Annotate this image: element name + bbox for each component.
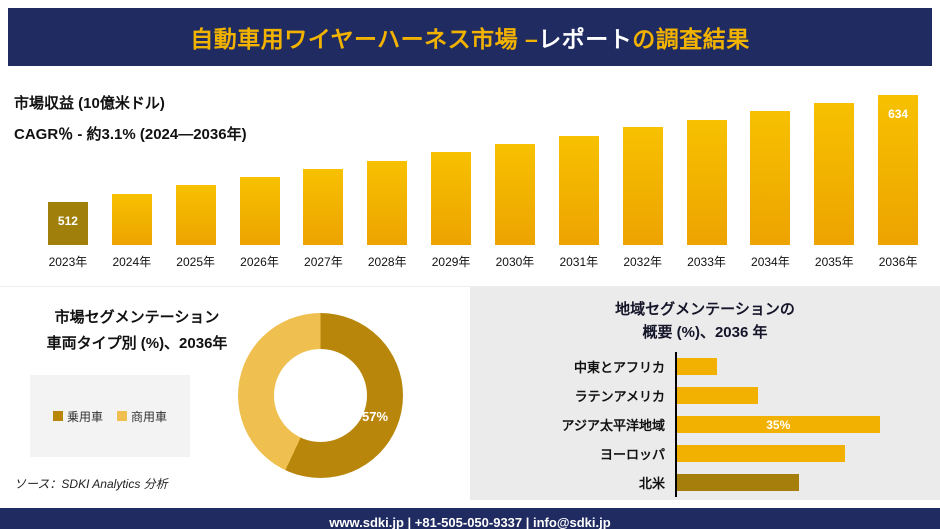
- footer-bar: www.sdki.jp | +81-505-050-9337 | info@sd…: [0, 508, 940, 529]
- x-tick-label: 2035年: [814, 255, 854, 269]
- revenue-bar-slot: 2029年: [419, 152, 483, 270]
- region-bar-area: 35%: [675, 410, 920, 439]
- region-row: アジア太平洋地域 35%: [490, 410, 920, 439]
- footer-contact-text: www.sdki.jp | +81-505-050-9337 | info@sd…: [329, 515, 611, 529]
- revenue-bar-slot: 2028年: [355, 160, 419, 270]
- revenue-bar-slot: 2030年: [483, 144, 547, 270]
- region-bar-area: [675, 352, 920, 381]
- region-label: ヨーロッパ: [599, 447, 665, 462]
- vehicle-segmentation-section: 市場セグメンテーション 車両タイプ別 (%)、2036年 乗用車 商用車 57% …: [0, 287, 470, 500]
- legend-item-商用車: 商用車: [117, 408, 167, 425]
- revenue-bar-slot: 2027年: [291, 168, 355, 270]
- source-note: ソース：SDKI Analytics 分析: [14, 477, 168, 491]
- title-market-segment: 自動車用ワイヤーハーネス市場 –: [190, 26, 539, 52]
- title-results-segment: の調査結果: [632, 26, 750, 52]
- vehicle-legend: 乗用車 商用車: [30, 375, 190, 457]
- revenue-bar: [303, 168, 344, 245]
- revenue-bar: [239, 177, 280, 245]
- legend-label: 商用車: [131, 409, 168, 424]
- region-label: アジア太平洋地域: [561, 418, 665, 433]
- region-bar-area: [675, 381, 920, 410]
- revenue-chart-titles: 市場収益 (10億米ドル) CAGR％ - 約3.1% (2024―2036年): [14, 92, 247, 144]
- bar-value-label: 634: [888, 107, 909, 121]
- revenue-bar: [814, 102, 855, 245]
- region-chart-section: 地域セグメンテーションの 概要 (%)、2036 年 中東とアフリカ ラテンアメリ…: [470, 287, 940, 500]
- region-bar: 35%: [677, 416, 880, 433]
- revenue-bar-slot: 2034年: [738, 110, 802, 270]
- revenue-bar-slot: 2031年: [547, 136, 611, 270]
- revenue-bar: [431, 152, 472, 245]
- legend-swatch: [117, 411, 127, 421]
- x-tick-label: 2033年: [687, 255, 726, 269]
- revenue-bar: [558, 136, 599, 245]
- revenue-bar: [494, 144, 535, 245]
- page-title: 自動車用ワイヤーハーネス市場 –レポートの調査結果: [190, 20, 750, 54]
- region-chart-title: 地域セグメンテーションの 概要 (%)、2036 年: [490, 299, 920, 344]
- revenue-bar: [175, 185, 216, 245]
- vehicle-donut-chart: [238, 313, 403, 478]
- region-bar-area: [675, 439, 920, 468]
- region-title-line2: 概要 (%)、2036 年: [642, 323, 768, 341]
- revenue-bar-chart: 512 2023年 2024年 2025年 2026年 2027年 2028年 2029年 20…: [36, 95, 930, 270]
- vehicle-donut-wrap: 57%: [238, 313, 403, 478]
- region-bar: [677, 387, 758, 404]
- revenue-bar-slot: 2033年: [675, 119, 739, 270]
- vehicle-chart-title: 市場セグメンテーション 車両タイプ別 (%)、2036年: [22, 305, 252, 356]
- revenue-bar-slot: 2032年: [611, 127, 675, 270]
- x-tick-label: 2025年: [176, 255, 215, 269]
- revenue-chart-section: 市場収益 (10億米ドル) CAGR％ - 約3.1% (2024―2036年)…: [0, 66, 940, 286]
- region-label: 中東とアフリカ: [573, 360, 665, 375]
- x-tick-label: 2024年: [112, 255, 152, 269]
- region-row: 中東とアフリカ: [490, 352, 920, 381]
- header-banner: 自動車用ワイヤーハーネス市場 –レポートの調査結果: [8, 8, 932, 66]
- x-tick-label: 2036年: [878, 255, 918, 269]
- region-row: 北米: [490, 468, 920, 497]
- revenue-metric-label: 市場収益 (10億米ドル): [14, 95, 165, 112]
- region-bar: [677, 474, 799, 491]
- revenue-bar-slot: 2025年: [164, 185, 228, 270]
- revenue-bar: 512: [47, 202, 88, 245]
- region-label: 北米: [638, 476, 665, 491]
- x-tick-label: 2023年: [48, 255, 88, 269]
- revenue-bar: [750, 110, 791, 245]
- legend-swatch: [52, 411, 63, 421]
- legend-label: 乗用車: [66, 409, 103, 424]
- legend-item-乗用車: 乗用車: [52, 408, 103, 425]
- x-tick-label: 2030年: [495, 255, 535, 269]
- revenue-bar-slot: 2026年: [228, 177, 292, 270]
- revenue-bar: [622, 127, 663, 245]
- donut-callout-label: 57%: [362, 409, 389, 424]
- revenue-bar: [686, 119, 727, 245]
- revenue-bar-slot: 512 2023年: [36, 202, 100, 270]
- x-tick-label: 2029年: [431, 255, 471, 269]
- region-label: ラテンアメリカ: [574, 389, 665, 404]
- bottom-panels: 市場セグメンテーション 車両タイプ別 (%)、2036年 乗用車 商用車 57% …: [0, 286, 940, 500]
- title-report-segment: レポート: [538, 26, 633, 52]
- x-tick-label: 2034年: [751, 255, 790, 269]
- infographic-page: 自動車用ワイヤーハーネス市場 –レポートの調査結果 市場収益 (10億米ドル) …: [0, 8, 940, 529]
- region-title-line1: 地域セグメンテーションの: [615, 301, 795, 318]
- revenue-bar-slot: 634 2036年: [866, 95, 930, 270]
- revenue-bar: [367, 160, 408, 245]
- revenue-cagr-label: CAGR％ - 約3.1% (2024―2036年): [14, 126, 247, 143]
- revenue-bar-slot: 2024年: [100, 194, 164, 270]
- revenue-bar: [111, 194, 152, 245]
- x-tick-label: 2028年: [367, 255, 407, 269]
- region-bar: [677, 358, 718, 375]
- region-bar: [677, 445, 845, 462]
- region-row: ヨーロッパ: [490, 439, 920, 468]
- revenue-bar-slot: 2035年: [802, 102, 866, 270]
- x-tick-label: 2027年: [304, 255, 343, 269]
- x-tick-label: 2032年: [623, 255, 663, 269]
- x-tick-label: 2031年: [559, 255, 599, 269]
- region-hbar-chart: 中東とアフリカ ラテンアメリカアジア太平洋地域 35% ヨーロッパ北米: [490, 352, 920, 497]
- vehicle-title-line1: 市場セグメンテーション: [54, 309, 220, 326]
- region-row: ラテンアメリカ: [490, 381, 920, 410]
- region-bar-area: [675, 468, 920, 497]
- vehicle-title-line2: 車両タイプ別 (%)、2036年: [46, 334, 228, 352]
- bar-value-label: 512: [57, 214, 78, 228]
- region-bar-value-label: 35%: [766, 417, 791, 432]
- x-tick-label: 2026年: [240, 255, 279, 269]
- revenue-bar: 634: [878, 95, 919, 245]
